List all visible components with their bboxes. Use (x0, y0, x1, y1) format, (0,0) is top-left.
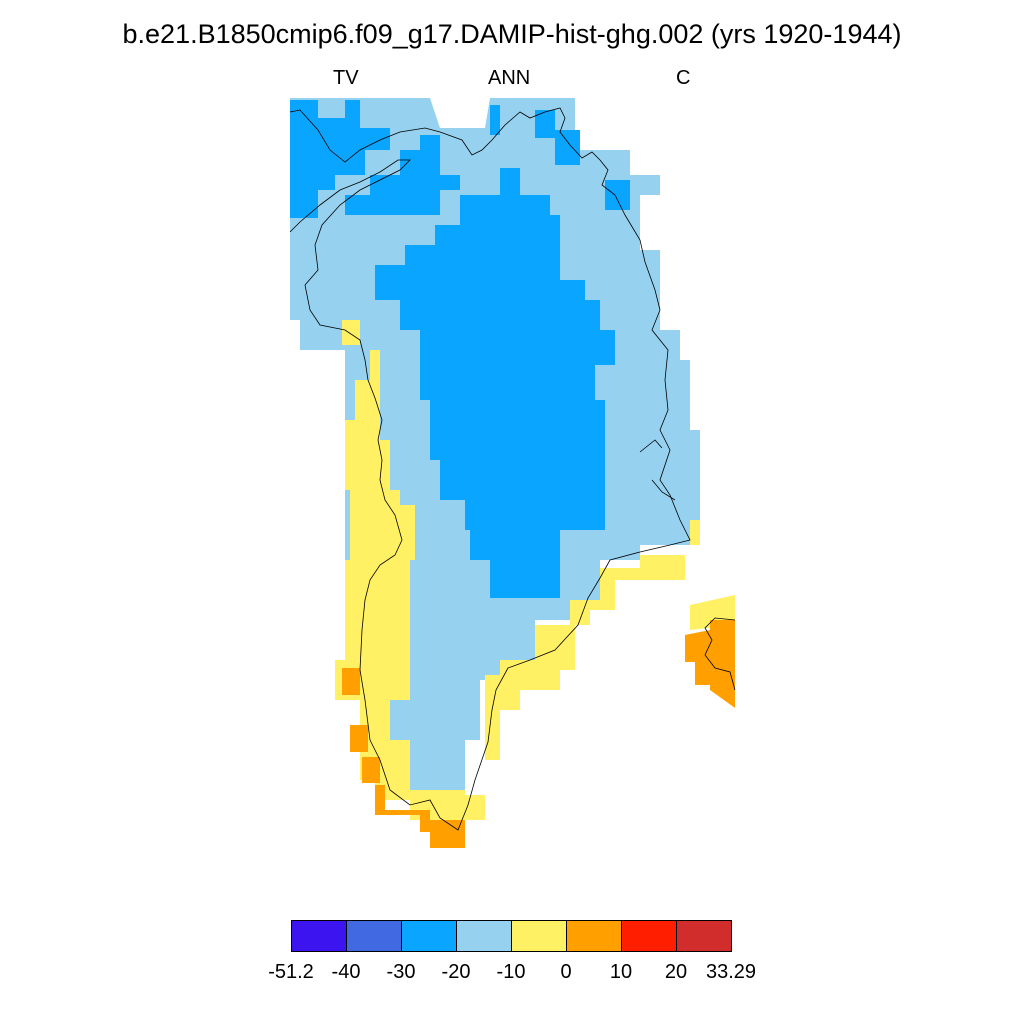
colorbar-tick-label: 33.29 (705, 961, 757, 983)
map-region-deep-blue-n3 (535, 110, 555, 138)
colorbar-tick-label: -10 (496, 961, 526, 983)
colorbar-swatch (621, 920, 677, 952)
season-label: ANN (488, 67, 531, 89)
colorbar-tick-label: -30 (386, 961, 416, 983)
colorbar-tick-label: -40 (331, 961, 361, 983)
map-region-deep-blue-n4 (555, 130, 580, 165)
coastline (289, 107, 691, 831)
colorbar-swatch (566, 920, 622, 952)
map-region-deep-blue-n2 (490, 105, 500, 135)
colorbar-swatch (456, 920, 512, 952)
variable-label: TV (333, 67, 359, 89)
colorbar-tick-label: 20 (664, 961, 688, 983)
map-region-deep-blue-nw (290, 100, 390, 218)
colorbar-swatch (346, 920, 402, 952)
coastline-island (704, 617, 736, 691)
map-region-orange-island (685, 620, 735, 708)
colorbar-swatch (676, 920, 732, 952)
map-region-orange-sw1 (342, 668, 360, 695)
map-region-orange-sw2 (350, 725, 368, 752)
map-region-orange-sw3 (362, 757, 380, 783)
map-region-deep-blue-n (345, 135, 460, 215)
colorbar-tick-label: 10 (609, 961, 633, 983)
map-region-yellow-west (335, 320, 485, 820)
map-region-yellow-e (690, 520, 700, 545)
colorbar-tick-label: -20 (441, 961, 471, 983)
units-label: C (676, 67, 691, 89)
plot-title: b.e21.B1850cmip6.f09_g17.DAMIP-hist-ghg.… (122, 19, 902, 49)
coastline-fjord (639, 439, 676, 501)
colorbar-tick-label: -51.2 (268, 961, 314, 983)
map-region-orange-south (375, 785, 465, 848)
map-region-deep-blue-central (375, 168, 615, 598)
colorbar-tick-label: 0 (560, 961, 572, 983)
map-region-deep-blue-ne (605, 180, 630, 210)
colorbar-swatch (511, 920, 567, 952)
colorbar-swatch (291, 920, 347, 952)
map-region-yellow-se (485, 555, 685, 760)
colorbar-swatch (401, 920, 457, 952)
